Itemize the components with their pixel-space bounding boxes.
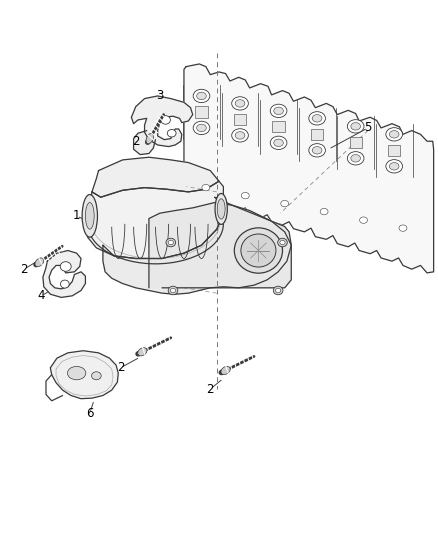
Ellipse shape [273, 286, 283, 295]
FancyBboxPatch shape [234, 114, 246, 125]
Text: 2: 2 [206, 383, 214, 395]
Ellipse shape [235, 132, 245, 139]
Polygon shape [85, 181, 223, 259]
Polygon shape [50, 351, 118, 399]
Ellipse shape [232, 96, 248, 110]
Ellipse shape [193, 89, 210, 102]
Ellipse shape [270, 104, 287, 118]
Ellipse shape [92, 372, 101, 379]
Ellipse shape [170, 288, 176, 293]
Text: 2: 2 [132, 135, 140, 148]
Polygon shape [131, 96, 193, 147]
Polygon shape [134, 131, 155, 155]
Ellipse shape [234, 228, 283, 273]
Text: 6: 6 [86, 407, 94, 419]
Ellipse shape [309, 144, 325, 157]
Ellipse shape [202, 184, 210, 191]
Ellipse shape [281, 200, 289, 207]
Ellipse shape [85, 203, 94, 229]
Ellipse shape [241, 192, 249, 199]
Ellipse shape [276, 288, 281, 293]
FancyBboxPatch shape [195, 106, 208, 117]
Ellipse shape [278, 238, 287, 247]
FancyBboxPatch shape [350, 137, 362, 148]
Ellipse shape [389, 163, 399, 170]
Ellipse shape [217, 199, 225, 219]
Ellipse shape [235, 100, 245, 107]
Ellipse shape [60, 280, 69, 288]
Ellipse shape [280, 240, 285, 245]
Text: 1: 1 [73, 209, 81, 222]
Polygon shape [149, 203, 291, 288]
Polygon shape [43, 251, 85, 297]
Ellipse shape [270, 136, 287, 150]
Ellipse shape [351, 155, 360, 162]
Ellipse shape [197, 124, 206, 132]
Ellipse shape [399, 225, 407, 231]
Ellipse shape [389, 131, 399, 138]
FancyBboxPatch shape [311, 128, 323, 140]
FancyBboxPatch shape [388, 144, 400, 156]
Ellipse shape [193, 122, 210, 135]
Ellipse shape [215, 193, 227, 224]
Ellipse shape [82, 195, 97, 237]
Ellipse shape [221, 366, 230, 375]
Ellipse shape [309, 111, 325, 125]
Ellipse shape [146, 133, 154, 144]
Ellipse shape [167, 130, 176, 137]
Ellipse shape [320, 208, 328, 215]
Ellipse shape [168, 286, 178, 295]
Ellipse shape [60, 262, 71, 271]
Text: 2: 2 [20, 263, 28, 276]
Ellipse shape [386, 127, 403, 141]
Ellipse shape [67, 367, 86, 379]
Ellipse shape [347, 152, 364, 165]
Polygon shape [103, 197, 291, 294]
Polygon shape [184, 64, 434, 273]
FancyBboxPatch shape [272, 121, 285, 132]
Text: 4: 4 [38, 289, 46, 302]
Ellipse shape [232, 128, 248, 142]
Polygon shape [92, 157, 219, 197]
Ellipse shape [347, 119, 364, 133]
Ellipse shape [168, 240, 173, 245]
Ellipse shape [360, 217, 367, 223]
Ellipse shape [35, 258, 44, 266]
Ellipse shape [161, 116, 170, 124]
Ellipse shape [138, 348, 147, 356]
Ellipse shape [312, 115, 322, 122]
Ellipse shape [241, 234, 276, 267]
Ellipse shape [166, 238, 176, 247]
Text: 3: 3 [156, 90, 163, 102]
Ellipse shape [197, 92, 206, 100]
Text: 5: 5 [364, 122, 371, 134]
Ellipse shape [386, 160, 403, 173]
Ellipse shape [274, 139, 283, 147]
Ellipse shape [312, 147, 322, 154]
Ellipse shape [351, 123, 360, 130]
Ellipse shape [274, 107, 283, 115]
Text: 2: 2 [117, 361, 124, 374]
